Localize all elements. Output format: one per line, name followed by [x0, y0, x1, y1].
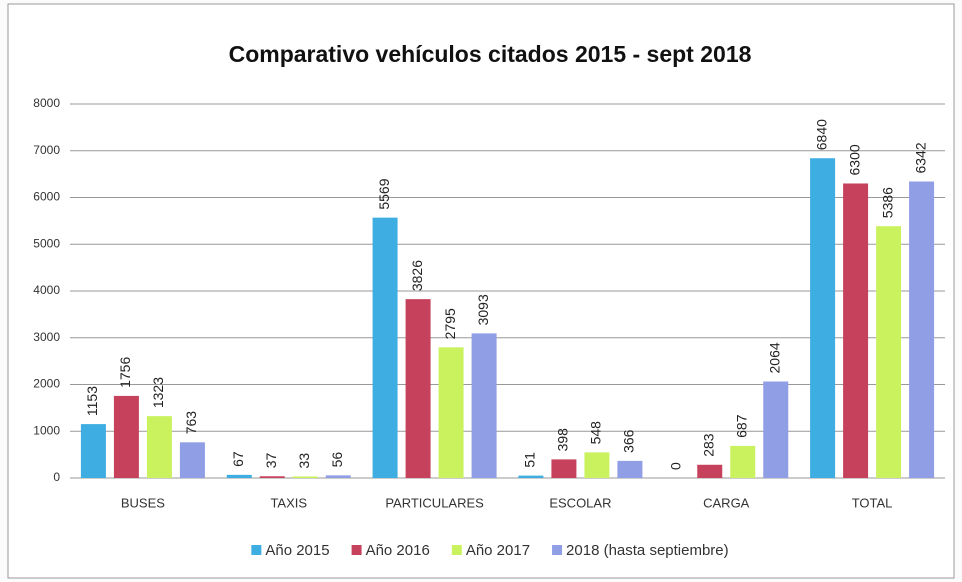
bar: [438, 347, 464, 478]
x-tick-label: ESCOLAR: [549, 495, 611, 510]
y-tick-label: 8000: [33, 96, 60, 110]
value-label: 3093: [475, 294, 491, 325]
legend-swatch: [552, 545, 563, 555]
x-tick-label: TAXIS: [270, 495, 307, 510]
bar: [876, 226, 902, 478]
y-tick-label: 3000: [33, 330, 60, 344]
bar: [405, 299, 431, 478]
bar: [617, 460, 643, 478]
chart-title: Comparativo vehículos citados 2015 - sep…: [229, 41, 752, 67]
legend-swatch: [351, 545, 362, 555]
value-label: 6300: [846, 144, 862, 175]
bar: [810, 158, 836, 479]
bar: [843, 183, 869, 478]
value-label: 398: [555, 428, 571, 452]
value-label: 56: [329, 452, 345, 468]
y-tick-label: 7000: [33, 143, 60, 157]
value-label: 6840: [813, 119, 829, 150]
bar: [259, 476, 285, 478]
bar: [226, 474, 252, 478]
value-label: 5386: [879, 187, 895, 218]
value-label: 1153: [84, 386, 100, 416]
bar: [697, 464, 723, 478]
y-tick-label: 1000: [33, 423, 60, 437]
value-label: 2064: [766, 342, 782, 373]
bar: [80, 424, 106, 478]
value-label: 687: [733, 414, 749, 438]
legend-swatch: [251, 545, 262, 555]
x-tick-label: PARTICULARES: [385, 495, 484, 510]
bar: [113, 395, 139, 478]
value-label: 366: [621, 429, 637, 453]
value-label: 763: [183, 411, 199, 435]
y-tick-label: 6000: [33, 190, 60, 204]
value-label: 67: [230, 451, 246, 467]
value-label: 37: [263, 452, 279, 468]
legend-label: 2018 (hasta septiembre): [566, 542, 729, 559]
bar: [292, 476, 318, 478]
bar: [763, 381, 789, 478]
legend-swatch: [451, 545, 462, 555]
value-label: 283: [700, 433, 716, 457]
value-label: 2795: [442, 308, 458, 339]
value-label: 33: [296, 453, 312, 469]
value-label: 1323: [150, 377, 166, 408]
y-tick-label: 0: [53, 470, 60, 484]
value-label: 548: [588, 421, 604, 445]
x-tick-label: CARGA: [703, 495, 750, 510]
bar: [551, 459, 577, 478]
bar: [909, 181, 935, 478]
y-tick-label: 4000: [33, 283, 60, 297]
bar: [372, 217, 398, 479]
y-tick-label: 5000: [33, 236, 60, 250]
x-tick-label: BUSES: [121, 495, 165, 510]
value-label: 6342: [912, 142, 928, 173]
value-label: 51: [522, 452, 538, 468]
bar: [471, 333, 497, 478]
bar: [179, 442, 205, 478]
bar: [325, 475, 351, 478]
bar: [146, 416, 172, 478]
legend-label: Año 2017: [466, 542, 530, 559]
value-label: 3826: [409, 260, 425, 291]
bar: [730, 445, 756, 478]
legend-label: Año 2015: [265, 542, 329, 559]
value-label: 1756: [117, 357, 133, 388]
bar: [584, 452, 610, 478]
value-label: 0: [667, 462, 683, 470]
legend-label: Año 2016: [366, 542, 430, 559]
x-tick-label: TOTAL: [852, 495, 893, 510]
bar: [518, 475, 544, 478]
y-tick-label: 2000: [33, 377, 60, 391]
value-label: 5569: [376, 178, 392, 209]
